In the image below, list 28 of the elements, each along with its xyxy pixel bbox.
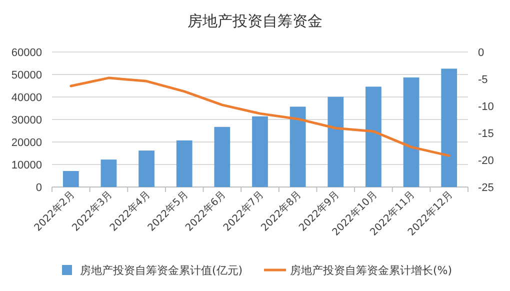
legend-label: 房地产投资自筹资金累计增长(%) xyxy=(290,264,452,277)
bar xyxy=(176,140,192,187)
y2-tick-label: -15 xyxy=(478,128,494,140)
y-tick-label: 50000 xyxy=(11,70,42,82)
bar xyxy=(366,86,382,187)
bar xyxy=(214,126,230,187)
y2-tick-label: -10 xyxy=(478,101,494,113)
y-tick-label: 0 xyxy=(36,182,42,194)
bar xyxy=(62,171,79,187)
y2-tick-label: -5 xyxy=(478,74,488,86)
bar xyxy=(252,116,268,187)
chart-title: 房地产投资自筹资金 xyxy=(188,12,322,30)
bar xyxy=(441,68,458,187)
bar xyxy=(138,150,154,187)
bar xyxy=(100,160,117,187)
bar xyxy=(328,96,344,187)
y2-tick-label: 0 xyxy=(478,47,484,59)
legend-label: 房地产投资自筹资金累计值(亿元) xyxy=(80,264,243,277)
y-tick-label: 60000 xyxy=(11,47,42,59)
y-tick-label: 40000 xyxy=(11,92,42,104)
y-tick-label: 30000 xyxy=(11,114,42,126)
y-tick-label: 20000 xyxy=(11,137,42,149)
y2-tick-label: -20 xyxy=(478,155,494,167)
bar xyxy=(403,77,420,187)
y-tick-label: 10000 xyxy=(11,160,42,172)
y2-tick-label: -25 xyxy=(478,182,494,194)
line-series xyxy=(70,76,450,157)
bar xyxy=(290,106,306,187)
